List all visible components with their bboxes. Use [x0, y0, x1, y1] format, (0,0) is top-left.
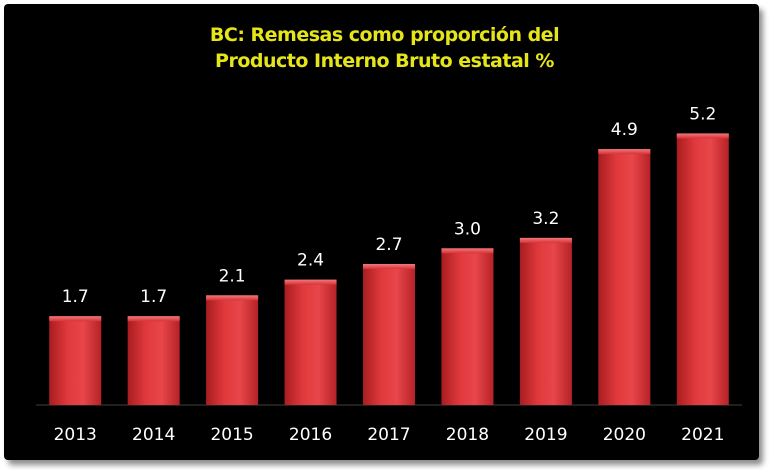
- bar-2014: [127, 316, 180, 405]
- bar-top-2013: [49, 316, 102, 322]
- bar-top-2015: [206, 295, 259, 301]
- data-label-2018: 3.0: [454, 219, 481, 239]
- x-tick-label-2014: 2014: [132, 425, 175, 445]
- bar-2021: [676, 133, 729, 405]
- bar-top-2020: [598, 149, 651, 155]
- data-label-2019: 3.2: [532, 209, 559, 229]
- bar-2020: [598, 149, 651, 405]
- bar-2017: [363, 264, 415, 405]
- bar-2015: [206, 295, 259, 405]
- bars-group: 1.7 2013 1.7 2014 2.1 2015 2.4 2016 2.7 2017 3.0 20…: [49, 104, 729, 445]
- x-tick-label-2016: 2016: [289, 425, 332, 445]
- bar-top-2014: [127, 316, 180, 322]
- x-tick-label-2021: 2021: [681, 425, 724, 445]
- data-label-2017: 2.7: [375, 235, 402, 255]
- x-tick-label-2013: 2013: [54, 425, 97, 445]
- data-label-2016: 2.4: [297, 251, 324, 271]
- bar-2018: [441, 248, 494, 405]
- bar-top-2018: [441, 248, 494, 254]
- bar-top-2021: [676, 133, 729, 139]
- bar-2013: [49, 316, 102, 405]
- bar-top-2016: [284, 279, 337, 285]
- chart-title: BC: Remesas como proporción del Producto…: [209, 24, 560, 72]
- data-label-2020: 4.9: [611, 120, 638, 140]
- x-tick-label-2015: 2015: [210, 425, 253, 445]
- data-label-2013: 1.7: [62, 287, 89, 307]
- bar-top-2017: [363, 264, 415, 269]
- x-tick-label-2019: 2019: [524, 425, 567, 445]
- data-label-2021: 5.2: [689, 104, 716, 124]
- x-tick-label-2020: 2020: [603, 425, 646, 445]
- x-tick-label-2017: 2017: [367, 425, 410, 445]
- bar-2016: [284, 279, 337, 405]
- bar-top-2019: [519, 237, 572, 243]
- data-label-2014: 1.7: [140, 287, 167, 307]
- bar-2019: [519, 237, 572, 405]
- data-label-2015: 2.1: [219, 266, 246, 286]
- x-tick-label-2018: 2018: [446, 425, 489, 445]
